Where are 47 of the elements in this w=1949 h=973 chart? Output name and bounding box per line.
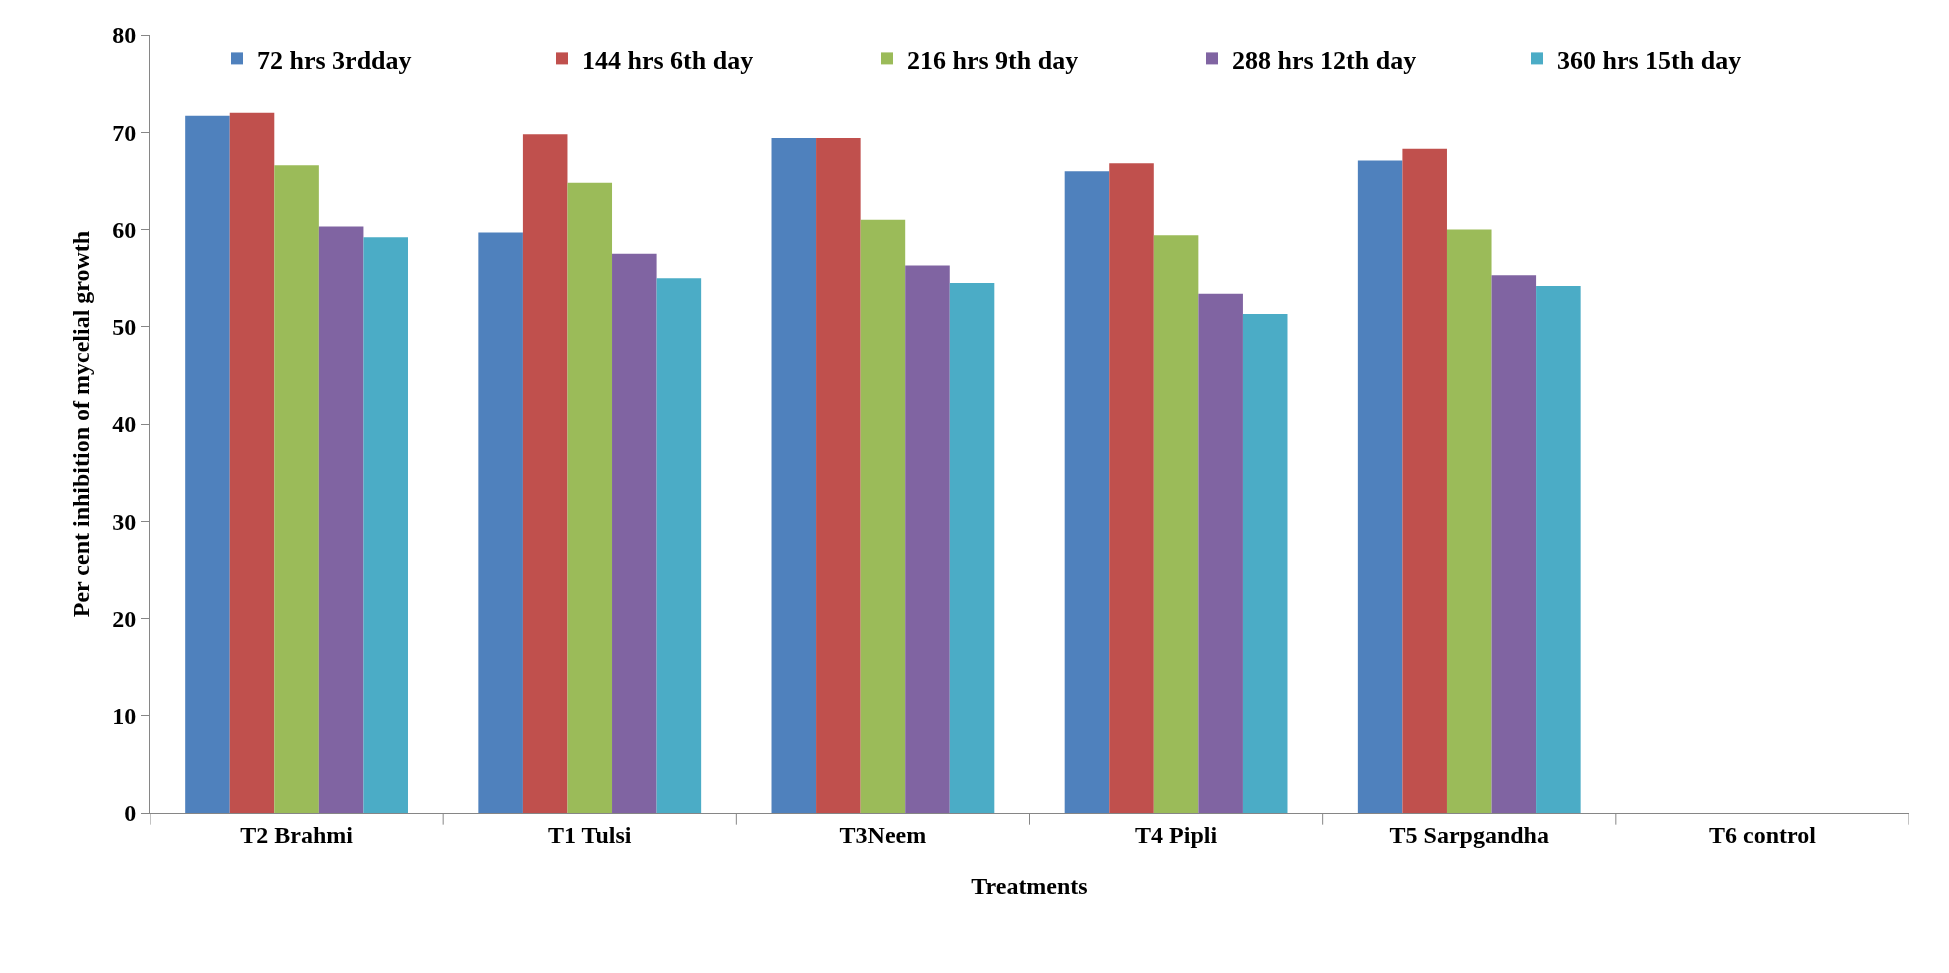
bar (1357, 160, 1403, 813)
bar (860, 219, 906, 813)
legend-label: 360 hrs 15th day (1557, 45, 1742, 75)
bar (771, 138, 817, 813)
y-tick-label: 80 (112, 22, 137, 49)
bar (1109, 163, 1154, 813)
x-tick-label: T3Neem (839, 821, 927, 848)
y-tick-label: 0 (124, 800, 137, 827)
x-axis-title: Treatments (971, 873, 1088, 900)
bar (1446, 229, 1492, 813)
bar (478, 232, 523, 813)
bar (1064, 171, 1110, 813)
bar (1536, 285, 1581, 813)
legend-label: 216 hrs 9th day (907, 45, 1079, 75)
y-tick-label: 60 (112, 216, 137, 243)
bar (1198, 293, 1243, 813)
y-tick-label: 50 (112, 314, 137, 341)
x-tick-label: T5 Sarpgandha (1389, 821, 1549, 848)
bar (567, 182, 613, 813)
bar (656, 278, 702, 813)
y-tick-label: 10 (112, 703, 137, 730)
x-tick-label: T4 Pipli (1135, 821, 1218, 848)
bar (274, 165, 319, 813)
y-tick-label: 20 (112, 605, 137, 632)
x-tick-label: T6 control (1708, 821, 1817, 848)
bar (1491, 275, 1537, 813)
y-tick-label: 40 (112, 411, 137, 438)
legend-label: 72 hrs 3rdday (257, 45, 412, 75)
legend-label: 288 hrs 12th day (1232, 45, 1417, 75)
bar (363, 237, 408, 813)
bar (816, 138, 861, 813)
bar (1402, 148, 1447, 813)
legend-label: 144 hrs 6th day (582, 45, 754, 75)
bar (949, 282, 995, 813)
bar (185, 115, 230, 813)
bar (522, 134, 568, 813)
bar (612, 253, 657, 813)
bar (318, 226, 364, 813)
bar (229, 112, 275, 813)
x-tick-label: T1 Tulsi (548, 821, 632, 848)
y-tick-label: 70 (112, 119, 137, 146)
bar (905, 265, 950, 813)
bar (1153, 235, 1199, 813)
x-tick-label: T2 Brahmi (240, 821, 354, 848)
bar (1242, 314, 1288, 813)
y-axis-title: Per cent inhibition of mycelial growth (68, 230, 95, 618)
y-tick-label: 30 (112, 508, 137, 535)
